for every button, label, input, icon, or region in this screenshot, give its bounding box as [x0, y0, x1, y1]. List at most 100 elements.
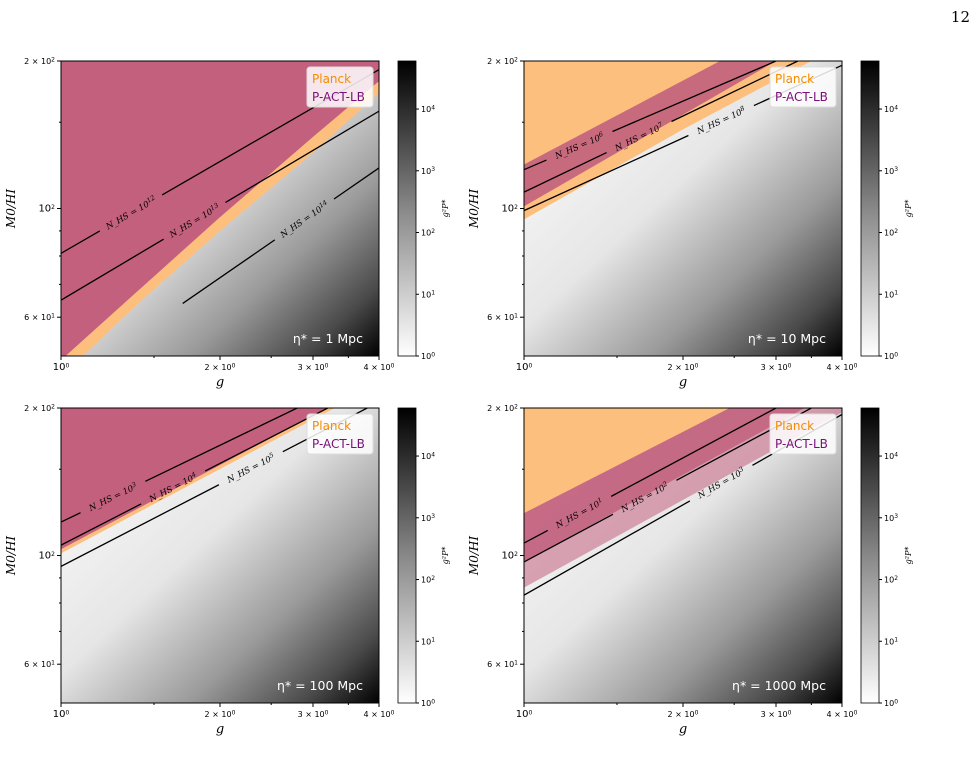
colorbar-tick-label: 100: [421, 351, 435, 361]
x-tick-label: 4 × 100: [364, 709, 395, 719]
planck-region: [524, 61, 842, 220]
eta-label: η* = 1 Mpc: [293, 331, 363, 346]
colorbar: [397, 60, 417, 357]
planck-region: [524, 408, 842, 514]
colorbar-label: g²P*: [441, 547, 450, 565]
x-axis-label: g: [679, 722, 687, 737]
colorbar-tick-label: 103: [884, 166, 898, 176]
colorbar-tick-label: 101: [884, 637, 898, 647]
legend-planck: Planck: [312, 419, 351, 433]
y-tick-label: 102: [38, 204, 55, 215]
x-axis-label: g: [679, 375, 687, 390]
contour-line: [524, 513, 614, 563]
legend-planck: Planck: [775, 72, 814, 86]
x-tick-label: 3 × 100: [761, 709, 792, 719]
colorbar-tick-label: 102: [884, 575, 898, 585]
y-tick-label: 6 × 101: [487, 660, 518, 670]
y-tick-label: 6 × 101: [24, 313, 55, 323]
legend-box: [306, 413, 374, 455]
panel-top-right: N_HS = 106 N_HS = 107 N_HS = 108PlanckP-AC…: [467, 56, 913, 390]
colorbar: [397, 407, 417, 704]
plot-area: [61, 61, 379, 356]
y-tick-label: 102: [501, 551, 518, 562]
legend-pact: P-ACT-LB: [312, 90, 365, 104]
x-tick-label: 4 × 100: [364, 362, 395, 372]
colorbar-tick-label: 102: [884, 228, 898, 238]
y-tick-label: 2 × 102: [24, 56, 55, 66]
colorbar-tick-label: 102: [421, 228, 435, 238]
contour-line: [524, 152, 607, 193]
panel-bottom-right: N_HS = 101 N_HS = 102 N_HS = 103PlanckP-AC…: [467, 403, 913, 737]
contour-line: [61, 484, 220, 567]
contour-line: [61, 512, 81, 523]
colorbar-label: g²P*: [904, 547, 913, 565]
legend-box: [306, 66, 374, 108]
pact-region: [61, 408, 379, 550]
colorbar-label: g²P*: [441, 200, 450, 218]
y-tick-label: 2 × 102: [487, 403, 518, 413]
x-tick-label: 100: [53, 362, 70, 373]
y-tick-label: 2 × 102: [487, 56, 518, 66]
pact-region: [61, 61, 379, 356]
colorbar-tick-label: 104: [884, 104, 898, 114]
x-tick-label: 2 × 100: [668, 362, 699, 372]
y-axis-label: M0/HI: [467, 189, 481, 229]
x-axis-label: g: [216, 722, 224, 737]
legend-pact: P-ACT-LB: [775, 90, 828, 104]
x-tick-label: 100: [516, 709, 533, 720]
colorbar-tick-label: 102: [421, 575, 435, 585]
contour-line: [612, 61, 777, 133]
colorbar-tick-label: 100: [884, 698, 898, 708]
x-tick-label: 3 × 100: [298, 709, 329, 719]
x-tick-label: 2 × 100: [205, 709, 236, 719]
page-number: 12: [950, 8, 970, 26]
contour-line: [333, 167, 379, 200]
contour-line: [145, 408, 298, 482]
x-tick-label: 4 × 100: [827, 709, 858, 719]
x-axis-label: g: [216, 375, 224, 390]
plot-area: [524, 408, 842, 703]
y-tick-label: 102: [501, 204, 518, 215]
legend-box: [769, 66, 837, 108]
colorbar-tick-label: 104: [884, 451, 898, 461]
legend-planck: Planck: [312, 72, 351, 86]
contour-line: [610, 408, 777, 497]
legend-planck: Planck: [775, 419, 814, 433]
y-tick-label: 6 × 101: [24, 660, 55, 670]
y-tick-label: 6 × 101: [487, 313, 518, 323]
x-tick-label: 3 × 100: [761, 362, 792, 372]
contour-line: [61, 238, 164, 301]
x-tick-label: 100: [53, 709, 70, 720]
contour-line: [524, 500, 691, 596]
contour-line: [524, 159, 547, 171]
colorbar-tick-label: 103: [421, 166, 435, 176]
colorbar-tick-label: 103: [421, 513, 435, 523]
eta-label: η* = 100 Mpc: [277, 678, 363, 693]
y-tick-label: 2 × 102: [24, 403, 55, 413]
panel-bottom-left: N_HS = 103 N_HS = 104 N_HS = 105PlanckP-AC…: [4, 403, 450, 737]
colorbar-label: g²P*: [904, 200, 913, 218]
x-tick-label: 4 × 100: [827, 362, 858, 372]
colorbar-tick-label: 104: [421, 104, 435, 114]
colorbar: [860, 407, 880, 704]
plot-area: [524, 61, 842, 356]
x-tick-label: 2 × 100: [205, 362, 236, 372]
x-tick-label: 3 × 100: [298, 362, 329, 372]
legend-pact: P-ACT-LB: [775, 437, 828, 451]
legend-box: [769, 413, 837, 455]
contour-line: [61, 230, 101, 254]
contour-line: [182, 239, 276, 305]
colorbar-tick-label: 100: [884, 351, 898, 361]
eta-label: η* = 1000 Mpc: [732, 678, 826, 693]
contour-line: [61, 503, 142, 546]
contour-line: [524, 529, 549, 544]
colorbar-tick-label: 103: [884, 513, 898, 523]
contour-line: [524, 134, 689, 212]
colorbar-tick-label: 100: [421, 698, 435, 708]
y-axis-label: M0/HI: [467, 536, 481, 576]
legend-pact: P-ACT-LB: [312, 437, 365, 451]
x-tick-label: 2 × 100: [668, 709, 699, 719]
y-tick-label: 102: [38, 551, 55, 562]
